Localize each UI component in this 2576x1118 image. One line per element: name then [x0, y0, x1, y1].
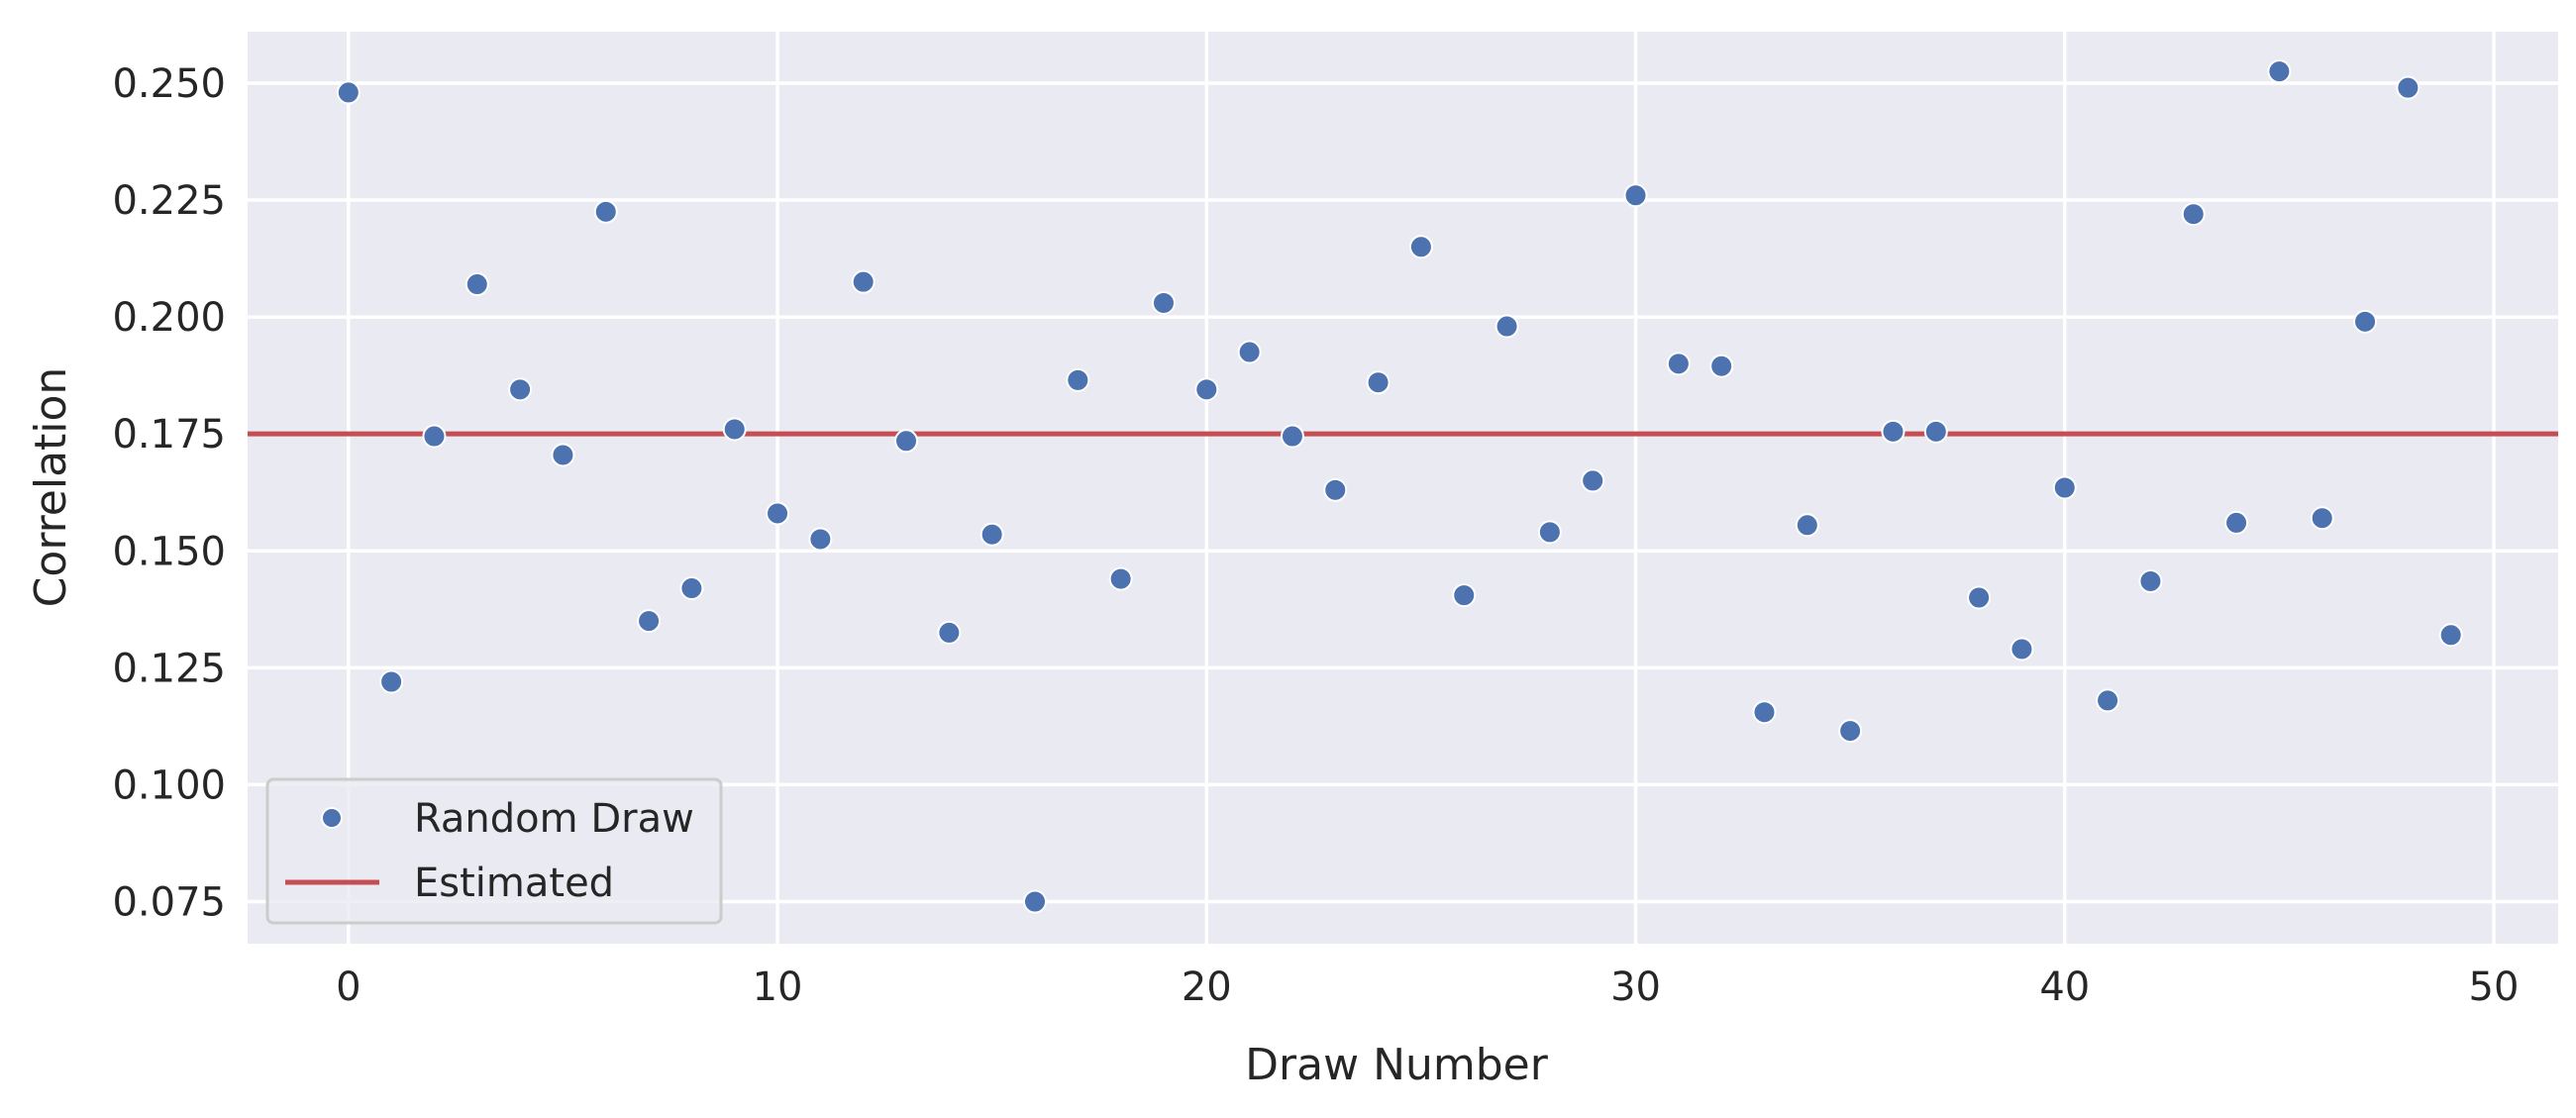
- data-point: [1967, 585, 1992, 610]
- x-tick-label: 10: [753, 965, 803, 1010]
- data-point: [2096, 688, 2120, 713]
- y-tick-label: 0.150: [112, 529, 226, 574]
- legend-box: [265, 777, 723, 925]
- x-tick-label: 40: [2039, 965, 2090, 1010]
- data-point: [1280, 424, 1304, 449]
- data-point: [1408, 235, 1433, 259]
- random-draw-series: [336, 59, 2463, 914]
- data-point: [1022, 889, 1047, 914]
- data-point: [2438, 623, 2463, 648]
- data-point: [336, 80, 361, 105]
- data-point: [851, 269, 876, 294]
- data-point: [679, 576, 704, 601]
- data-point: [1237, 340, 1262, 364]
- data-point: [2138, 568, 2163, 593]
- legend-marker-random-draw: [321, 807, 343, 829]
- data-point: [2052, 475, 2077, 500]
- data-point: [1366, 370, 1391, 395]
- data-point: [937, 620, 962, 645]
- legend-label-estimated: Estimated: [414, 861, 614, 906]
- data-point: [2181, 202, 2206, 227]
- y-tick-label: 0.250: [112, 61, 226, 107]
- data-point: [1581, 468, 1605, 493]
- data-point: [2353, 309, 2378, 334]
- data-point: [766, 501, 790, 526]
- data-point: [593, 199, 618, 224]
- data-point: [551, 443, 575, 467]
- data-point: [2224, 510, 2249, 535]
- x-tick-label: 0: [336, 965, 361, 1010]
- data-point: [1194, 377, 1219, 402]
- data-point: [1452, 583, 1477, 608]
- data-point: [422, 424, 447, 449]
- y-tick-labels: 0.075 0.100 0.125 0.150 0.175 0.200 0.225 0.250: [112, 61, 226, 926]
- data-point: [1494, 314, 1519, 339]
- x-tick-label: 30: [1610, 965, 1661, 1010]
- y-tick-label: 0.125: [112, 646, 226, 691]
- data-point: [1838, 719, 1863, 744]
- y-tick-label: 0.175: [112, 412, 226, 457]
- data-point: [979, 522, 1004, 547]
- y-tick-label: 0.200: [112, 295, 226, 341]
- x-tick-labels: 0 10 20 30 40 50: [336, 965, 2519, 1010]
- data-point: [1752, 700, 1777, 725]
- y-tick-label: 0.075: [112, 879, 226, 925]
- data-point: [1066, 367, 1090, 392]
- data-point: [722, 417, 747, 442]
- data-point: [894, 429, 919, 454]
- x-tick-label: 50: [2469, 965, 2520, 1010]
- data-point: [1923, 419, 1948, 444]
- data-point: [1795, 513, 1819, 538]
- data-point: [808, 527, 833, 552]
- data-point: [1881, 419, 1906, 444]
- data-point: [1323, 477, 1348, 502]
- data-point: [637, 609, 662, 634]
- x-tick-label: 20: [1182, 965, 1232, 1010]
- data-point: [379, 669, 404, 694]
- data-point: [1666, 352, 1691, 376]
- data-point: [1108, 566, 1133, 591]
- data-point: [1709, 354, 1734, 378]
- data-point: [1623, 183, 1648, 208]
- y-axis-label: Correlation: [26, 367, 76, 608]
- data-point: [2267, 59, 2292, 84]
- data-point: [2310, 506, 2334, 531]
- data-point: [2396, 75, 2421, 100]
- data-point: [2009, 637, 2034, 661]
- legend: Random Draw Estimated: [265, 777, 723, 925]
- data-point: [464, 272, 489, 297]
- y-tick-label: 0.225: [112, 178, 226, 224]
- y-tick-label: 0.100: [112, 762, 226, 808]
- legend-label-random-draw: Random Draw: [414, 796, 694, 842]
- x-axis-label: Draw Number: [1245, 1040, 1549, 1090]
- data-point: [508, 377, 533, 402]
- data-point: [1537, 520, 1562, 545]
- data-point: [1151, 290, 1176, 315]
